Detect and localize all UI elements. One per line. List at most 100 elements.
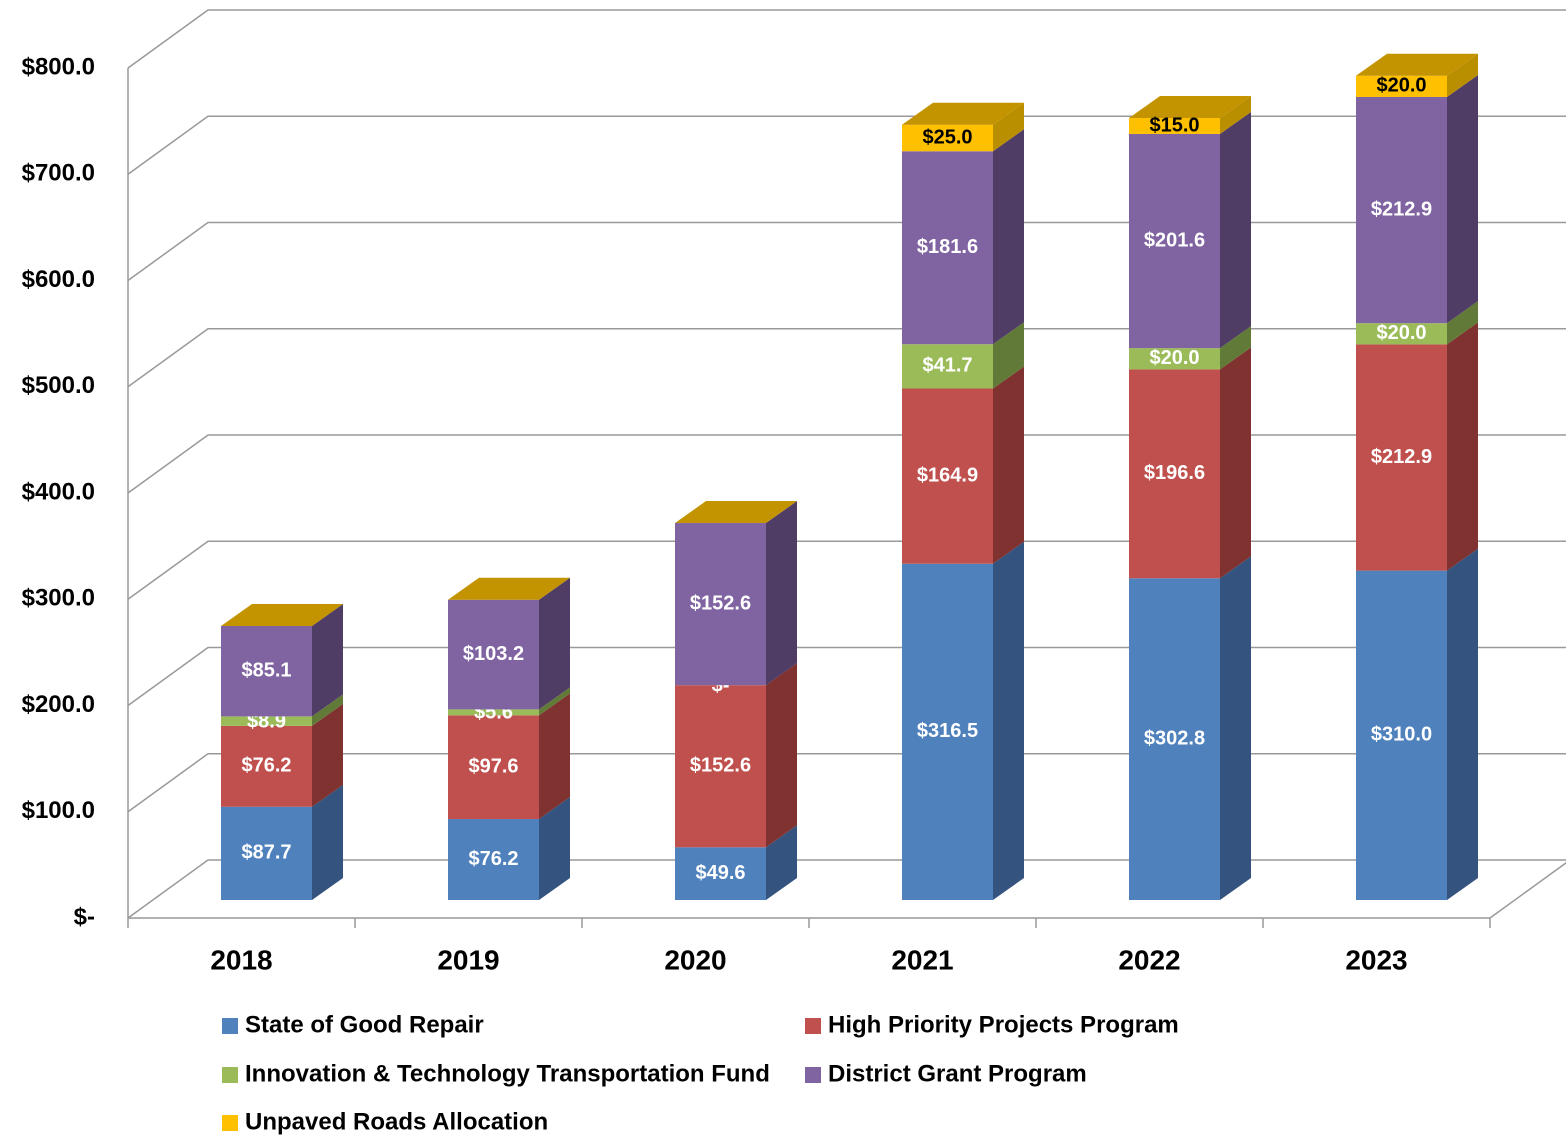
bar-segment xyxy=(1129,133,1220,349)
grid-line xyxy=(127,9,1566,69)
bar-side xyxy=(1220,96,1251,134)
bar-side xyxy=(766,825,797,900)
bar-top xyxy=(448,577,570,600)
bar-segment xyxy=(1129,118,1220,134)
bar-side xyxy=(993,541,1024,900)
y-tick-label: $600.0 xyxy=(22,266,95,293)
data-label: $41.7 xyxy=(922,355,972,377)
bar-segment xyxy=(448,709,539,716)
y-tick-label: $200.0 xyxy=(22,691,95,718)
bar-side xyxy=(993,322,1024,389)
bar-segment xyxy=(902,388,993,564)
data-label: $181.6 xyxy=(917,236,978,258)
bar-segment xyxy=(1129,578,1220,900)
bar-side xyxy=(539,687,570,716)
grid-line xyxy=(127,328,1566,388)
data-label: $152.6 xyxy=(690,755,751,777)
y-tick-label: $- xyxy=(74,903,95,930)
grid-line xyxy=(127,221,1566,282)
grid-line xyxy=(127,115,1566,175)
legend-label: Unpaved Roads Allocation xyxy=(245,1108,548,1135)
bar-side xyxy=(1220,326,1251,370)
bar-top xyxy=(221,603,343,626)
bar-side xyxy=(766,663,797,848)
y-tick-label: $300.0 xyxy=(22,585,95,612)
bar-side xyxy=(312,703,343,807)
bar-segment xyxy=(902,124,993,152)
bar-side xyxy=(766,501,797,686)
x-tick-label: 2023 xyxy=(1345,944,1407,975)
bar-side xyxy=(993,366,1024,564)
x-tick-label: 2022 xyxy=(1118,944,1180,975)
data-label: $20.0 xyxy=(1149,347,1199,369)
bar-side xyxy=(993,129,1024,345)
bar-side xyxy=(1220,347,1251,579)
floor-right xyxy=(1489,861,1566,919)
grid-line xyxy=(127,753,1566,813)
grid-line xyxy=(127,540,1566,600)
y-tick-label: $500.0 xyxy=(22,372,95,399)
bar-segment xyxy=(221,725,312,807)
bar-side xyxy=(1447,53,1478,97)
grid-line xyxy=(127,859,1566,919)
bar-side xyxy=(1220,556,1251,900)
data-label: $152.6 xyxy=(690,592,751,614)
bar-segment xyxy=(448,819,539,900)
bar-segment xyxy=(1356,75,1447,97)
legend-label: Innovation & Technology Transportation F… xyxy=(245,1060,770,1087)
bar-top xyxy=(902,102,1024,125)
data-label: $25.0 xyxy=(922,126,972,148)
bar-side xyxy=(1447,322,1478,571)
bar-top xyxy=(675,501,797,524)
y-tick-label: $100.0 xyxy=(22,797,95,824)
legend-label: State of Good Repair xyxy=(245,1011,484,1038)
data-label: $76.2 xyxy=(468,848,518,870)
bar-segment xyxy=(902,344,993,389)
bar-segment xyxy=(221,625,312,717)
bar-side xyxy=(1447,74,1478,324)
data-label: $87.7 xyxy=(241,842,291,864)
grid-line xyxy=(127,434,1566,494)
bar-segment xyxy=(1356,96,1447,324)
legend-swatch xyxy=(805,1018,821,1034)
bar-segment xyxy=(675,685,766,848)
bar-side xyxy=(539,797,570,900)
data-label: $201.6 xyxy=(1144,229,1205,251)
data-label: $103.2 xyxy=(463,643,524,665)
data-label: $212.9 xyxy=(1371,446,1432,468)
data-label: $85.1 xyxy=(241,659,291,681)
legend-swatch xyxy=(222,1067,238,1083)
bar-segment xyxy=(902,151,993,345)
data-label: $20.0 xyxy=(1376,75,1426,97)
legend-swatch xyxy=(222,1115,238,1131)
bar-side xyxy=(312,603,343,717)
data-label: $302.8 xyxy=(1144,727,1205,749)
data-label: $20.0 xyxy=(1376,322,1426,344)
x-tick-label: 2018 xyxy=(210,944,272,975)
data-label: $49.6 xyxy=(695,862,745,884)
y-tick-label: $400.0 xyxy=(22,478,95,505)
data-label: $164.9 xyxy=(917,464,978,486)
bar-segment xyxy=(1356,323,1447,345)
bar-side xyxy=(1447,548,1478,900)
bar-side xyxy=(312,784,343,900)
data-label: $76.2 xyxy=(241,755,291,777)
data-label: $97.6 xyxy=(468,755,518,777)
bar-side xyxy=(993,102,1024,152)
legend-label: District Grant Program xyxy=(828,1060,1087,1087)
grid-line xyxy=(127,646,1566,707)
legend-swatch xyxy=(805,1067,821,1083)
bar-side xyxy=(312,694,343,726)
bar-top xyxy=(1129,96,1251,118)
bar-segment xyxy=(221,716,312,726)
data-label: $212.9 xyxy=(1371,198,1432,220)
bar-segment xyxy=(1129,369,1220,579)
bar-segment xyxy=(1129,348,1220,370)
bar-segment xyxy=(675,847,766,900)
bar-segment xyxy=(1356,344,1447,571)
bar-segment xyxy=(675,523,766,686)
bar-side xyxy=(1447,301,1478,345)
y-tick-label: $800.0 xyxy=(22,53,95,80)
x-tick-label: 2020 xyxy=(664,944,726,975)
bar-top xyxy=(1356,53,1478,76)
